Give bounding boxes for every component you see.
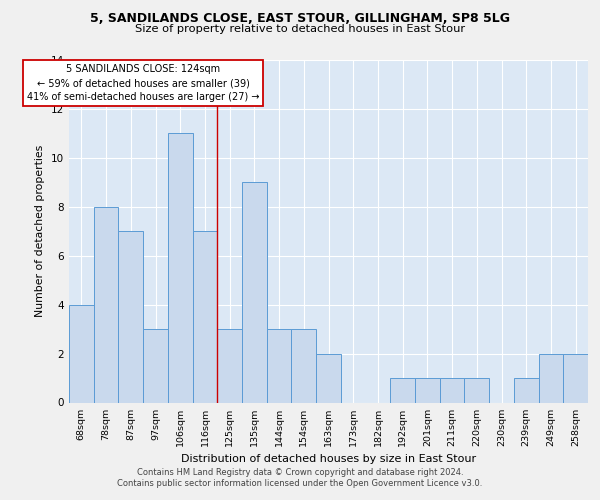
Text: 5 SANDILANDS CLOSE: 124sqm
← 59% of detached houses are smaller (39)
41% of semi: 5 SANDILANDS CLOSE: 124sqm ← 59% of deta…	[27, 64, 259, 102]
Bar	[118, 231, 143, 402]
Text: 5, SANDILANDS CLOSE, EAST STOUR, GILLINGHAM, SP8 5LG: 5, SANDILANDS CLOSE, EAST STOUR, GILLING…	[90, 12, 510, 26]
Bar	[415, 378, 440, 402]
Bar	[143, 329, 168, 402]
Bar	[563, 354, 588, 403]
Text: Contains HM Land Registry data © Crown copyright and database right 2024.
Contai: Contains HM Land Registry data © Crown c…	[118, 468, 482, 487]
Bar	[193, 231, 217, 402]
Bar	[440, 378, 464, 402]
Bar	[168, 134, 193, 402]
Text: Size of property relative to detached houses in East Stour: Size of property relative to detached ho…	[135, 24, 465, 34]
Bar	[217, 329, 242, 402]
Bar	[94, 207, 118, 402]
Y-axis label: Number of detached properties: Number of detached properties	[35, 145, 46, 318]
Bar	[267, 329, 292, 402]
Bar	[292, 329, 316, 402]
Bar	[316, 354, 341, 403]
Bar	[69, 304, 94, 402]
Bar	[390, 378, 415, 402]
Bar	[242, 182, 267, 402]
X-axis label: Distribution of detached houses by size in East Stour: Distribution of detached houses by size …	[181, 454, 476, 464]
Bar	[464, 378, 489, 402]
Bar	[539, 354, 563, 403]
Bar	[514, 378, 539, 402]
